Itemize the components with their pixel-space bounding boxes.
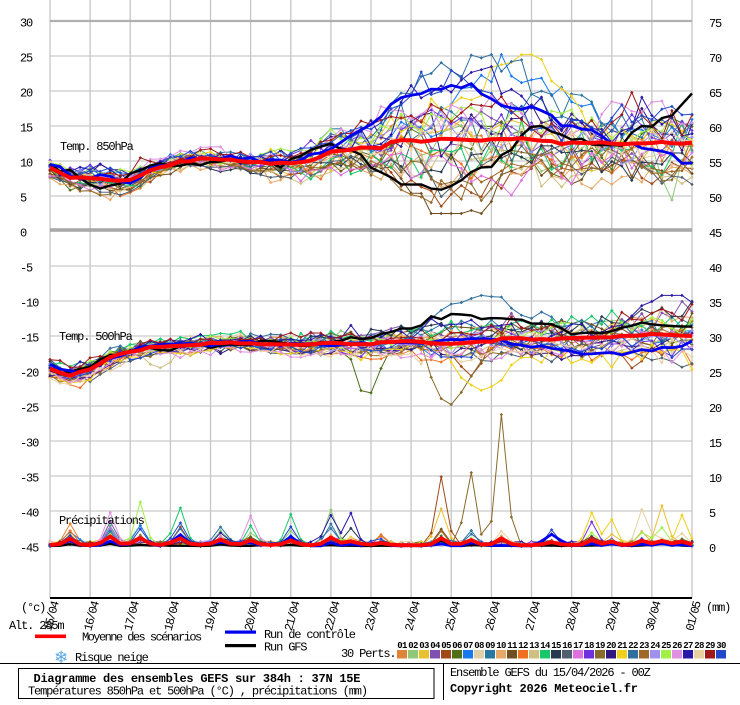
svg-text:-30: -30: [20, 437, 39, 451]
svg-text:16: 16: [562, 641, 572, 651]
svg-text:15: 15: [551, 641, 561, 651]
svg-text:Temp. 500hPa: Temp. 500hPa: [59, 330, 133, 344]
svg-text:Run de contrôle: Run de contrôle: [264, 628, 356, 642]
svg-text:08: 08: [474, 641, 484, 651]
svg-text:03: 03: [419, 641, 429, 651]
svg-text:Alt. 285m: Alt. 285m: [9, 619, 64, 633]
svg-text:09: 09: [485, 641, 495, 651]
svg-text:❄: ❄: [54, 650, 68, 669]
svg-text:Temp. 850hPa: Temp. 850hPa: [60, 140, 134, 154]
svg-text:-10: -10: [20, 297, 39, 311]
svg-text:25: 25: [709, 367, 722, 381]
svg-text:50: 50: [709, 192, 722, 206]
svg-text:01: 01: [397, 641, 408, 651]
svg-text:25: 25: [20, 52, 33, 66]
svg-text:04: 04: [430, 641, 441, 651]
svg-text:75: 75: [709, 17, 722, 31]
svg-text:-20: -20: [20, 367, 39, 381]
svg-text:02: 02: [408, 641, 418, 651]
svg-text:0: 0: [20, 227, 27, 241]
svg-text:5: 5: [20, 192, 27, 206]
svg-text:20: 20: [606, 641, 616, 651]
svg-text:21: 21: [617, 641, 628, 651]
svg-text:11: 11: [507, 641, 518, 651]
svg-text:Températures 850hPa et 500hPa: Températures 850hPa et 500hPa (°C) , pré…: [28, 685, 367, 699]
svg-text:28: 28: [694, 641, 704, 651]
svg-text:13: 13: [529, 641, 539, 651]
svg-text:29: 29: [705, 641, 715, 651]
svg-text:10: 10: [20, 157, 33, 171]
svg-text:15: 15: [20, 122, 33, 136]
svg-text:35: 35: [709, 297, 722, 311]
svg-text:-25: -25: [20, 402, 39, 416]
svg-text:30: 30: [716, 641, 726, 651]
svg-text:Moyenne des scénarios: Moyenne des scénarios: [82, 631, 202, 645]
svg-text:17: 17: [573, 641, 583, 651]
svg-text:45: 45: [709, 227, 722, 241]
svg-text:65: 65: [709, 87, 722, 101]
svg-text:Risque neige: Risque neige: [75, 651, 149, 665]
svg-text:06: 06: [452, 641, 462, 651]
svg-text:05: 05: [441, 641, 451, 651]
svg-text:60: 60: [709, 122, 722, 136]
svg-text:70: 70: [709, 52, 722, 66]
svg-text:07: 07: [463, 641, 473, 651]
svg-text:Copyright 2026 Meteociel.fr: Copyright 2026 Meteociel.fr: [450, 682, 638, 696]
svg-text:22: 22: [628, 641, 638, 651]
svg-text:23: 23: [639, 641, 649, 651]
svg-text:26: 26: [672, 641, 682, 651]
svg-text:14: 14: [540, 641, 551, 651]
svg-text:-45: -45: [20, 542, 39, 556]
svg-text:Diagramme des ensembles GEFS s: Diagramme des ensembles GEFS sur 384h : …: [34, 672, 361, 686]
svg-text:19: 19: [595, 641, 605, 651]
svg-text:-40: -40: [20, 507, 39, 521]
svg-text:10: 10: [709, 472, 722, 486]
svg-text:-35: -35: [20, 472, 39, 486]
svg-text:18: 18: [584, 641, 594, 651]
svg-text:10: 10: [496, 641, 506, 651]
svg-text:-5: -5: [20, 262, 33, 276]
svg-text:20: 20: [709, 402, 722, 416]
svg-text:0: 0: [709, 542, 716, 556]
svg-text:24: 24: [650, 641, 661, 651]
svg-text:Run GFS: Run GFS: [264, 641, 307, 655]
svg-text:30 Perts.: 30 Perts.: [341, 647, 395, 661]
svg-text:20: 20: [20, 87, 33, 101]
svg-text:25: 25: [661, 641, 671, 651]
svg-text:Précipitations: Précipitations: [59, 514, 145, 528]
svg-text:55: 55: [709, 157, 722, 171]
svg-text:15: 15: [709, 437, 722, 451]
svg-text:(°c): (°c): [21, 601, 45, 615]
svg-text:12: 12: [518, 641, 528, 651]
svg-text:-15: -15: [20, 332, 39, 346]
svg-text:5: 5: [709, 507, 716, 521]
svg-text:30: 30: [20, 17, 33, 31]
svg-text:27: 27: [683, 641, 693, 651]
svg-text:Ensemble GEFS du 15/04/2026 -: Ensemble GEFS du 15/04/2026 - 00Z: [450, 666, 651, 680]
svg-text:(mm): (mm): [706, 601, 730, 615]
svg-text:30: 30: [709, 332, 722, 346]
svg-text:40: 40: [709, 262, 722, 276]
